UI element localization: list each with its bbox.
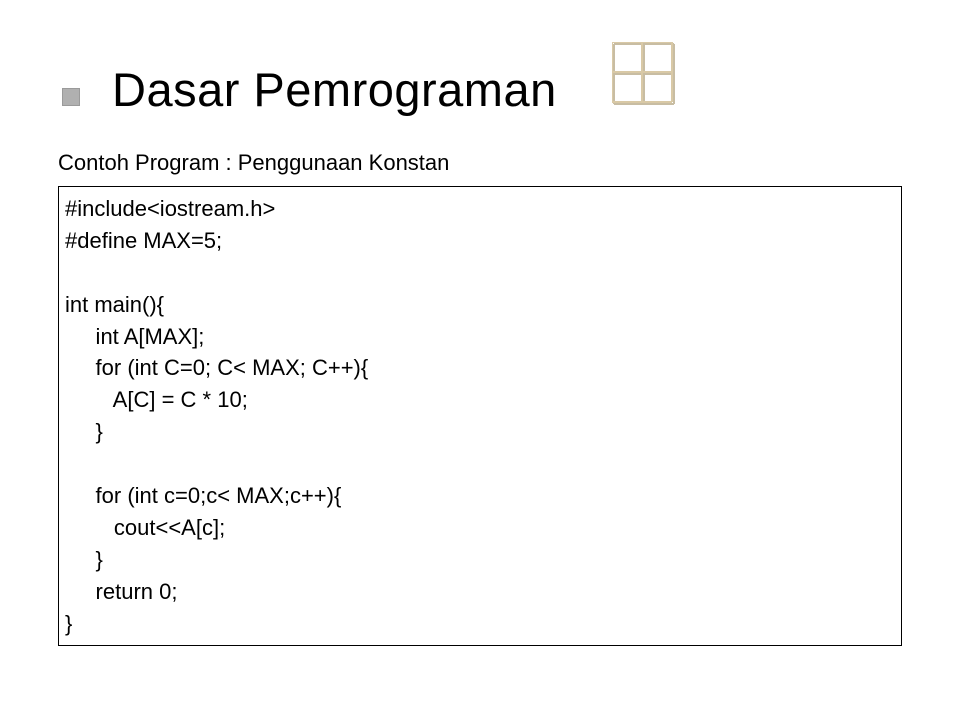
code-line — [65, 448, 891, 480]
bullet-square-icon — [62, 88, 80, 106]
code-line: cout<<A[c]; — [65, 512, 891, 544]
slide: Dasar Pemrograman Contoh Program : Pengg… — [0, 0, 960, 720]
code-box: #include<iostream.h>#define MAX=5; int m… — [58, 186, 902, 646]
code-line: #include<iostream.h> — [65, 193, 891, 225]
slide-subtitle: Contoh Program : Penggunaan Konstan — [58, 150, 449, 176]
code-line: } — [65, 544, 891, 576]
code-line: for (int c=0;c< MAX;c++){ — [65, 480, 891, 512]
code-line — [65, 257, 891, 289]
code-line: return 0; — [65, 576, 891, 608]
code-line: int A[MAX]; — [65, 321, 891, 353]
grid-decoration-icon — [612, 42, 692, 127]
code-line: int main(){ — [65, 289, 891, 321]
code-line: for (int C=0; C< MAX; C++){ — [65, 352, 891, 384]
code-line: } — [65, 416, 891, 448]
code-line: } — [65, 608, 891, 640]
slide-title: Dasar Pemrograman — [112, 62, 557, 117]
grid-svg — [612, 42, 692, 122]
code-line: #define MAX=5; — [65, 225, 891, 257]
code-line: A[C] = C * 10; — [65, 384, 891, 416]
